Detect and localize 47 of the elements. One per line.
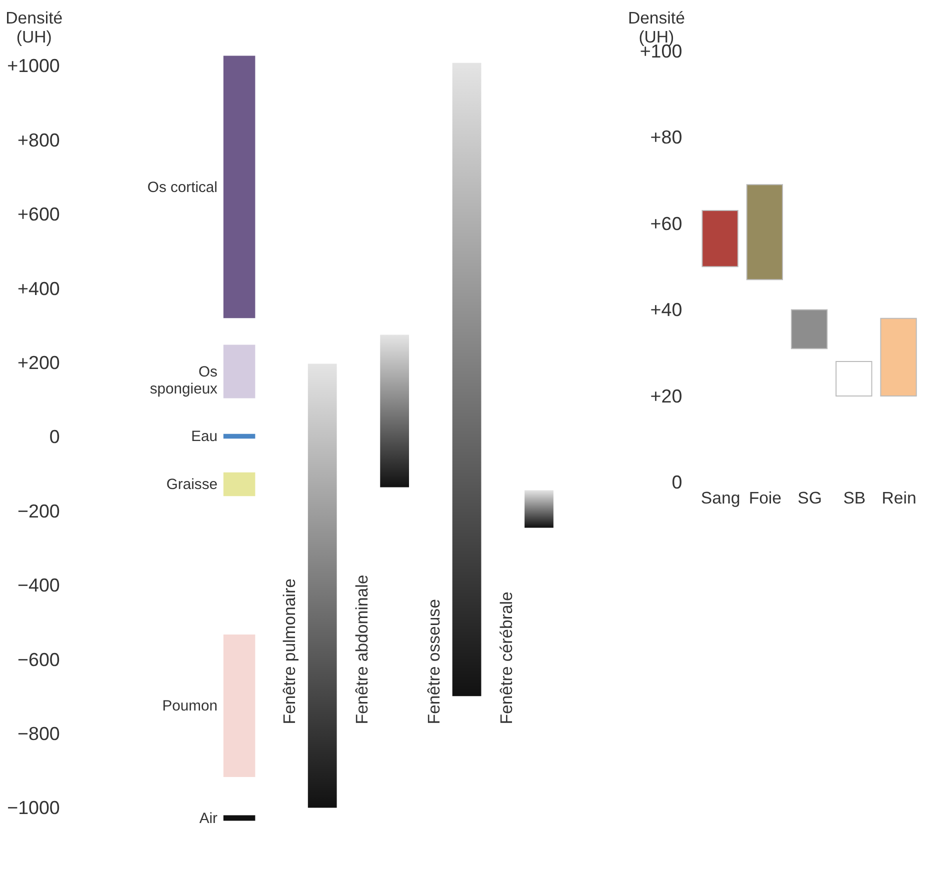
x-tick-label: Sang (700, 488, 740, 508)
x-tick-label: SG (798, 488, 822, 508)
y-tick-label: −1000 (7, 797, 60, 818)
bar (836, 361, 872, 397)
bar (308, 364, 337, 808)
series-label: Graisse (166, 477, 218, 494)
y-tick-label: 0 (672, 472, 682, 493)
bar (223, 56, 256, 318)
bar (702, 210, 738, 268)
series-label: Eau (191, 429, 218, 446)
bar (524, 490, 554, 528)
x-tick-label: Fenêtre pulmonaire (280, 578, 300, 724)
bar (223, 472, 256, 496)
y-tick-label: −800 (18, 723, 60, 744)
x-tick-label: Fenêtre osseuse (424, 599, 444, 724)
y-tick-label: +600 (18, 204, 60, 225)
x-tick-label: Fenêtre cérébrale (496, 592, 516, 724)
bar (223, 434, 256, 439)
y-tick-label: +40 (650, 299, 682, 320)
x-tick-label: Fenêtre abdominale (352, 574, 372, 724)
y-tick-label: −600 (18, 648, 60, 670)
bar (380, 334, 410, 488)
y-tick-label: +20 (650, 385, 682, 406)
y-tick-label: +400 (18, 278, 60, 299)
y-tick-label: +60 (650, 212, 682, 234)
series-label: Os spongieux (150, 364, 218, 398)
y-tick-label: +1000 (7, 55, 60, 76)
bar (223, 634, 256, 778)
bar (223, 344, 256, 398)
x-tick-label: SB (843, 488, 866, 508)
y-axis-title: Densité (UH) (6, 8, 63, 47)
y-tick-label: +200 (18, 352, 60, 374)
x-tick-label: Rein (882, 488, 916, 508)
series-label: Air (199, 810, 218, 827)
bar (452, 62, 482, 696)
bar (880, 318, 917, 397)
bar (746, 184, 784, 280)
y-tick-label: +80 (650, 126, 682, 148)
y-tick-label: +800 (18, 129, 60, 150)
y-tick-label: 0 (49, 426, 60, 448)
y-tick-label: −400 (18, 574, 60, 596)
series-label: Poumon (162, 698, 218, 715)
series-label: Os cortical (147, 180, 218, 196)
bar (790, 309, 828, 350)
bar (223, 815, 256, 821)
x-tick-label: Foie (748, 488, 782, 508)
y-tick-label: −200 (18, 500, 60, 522)
